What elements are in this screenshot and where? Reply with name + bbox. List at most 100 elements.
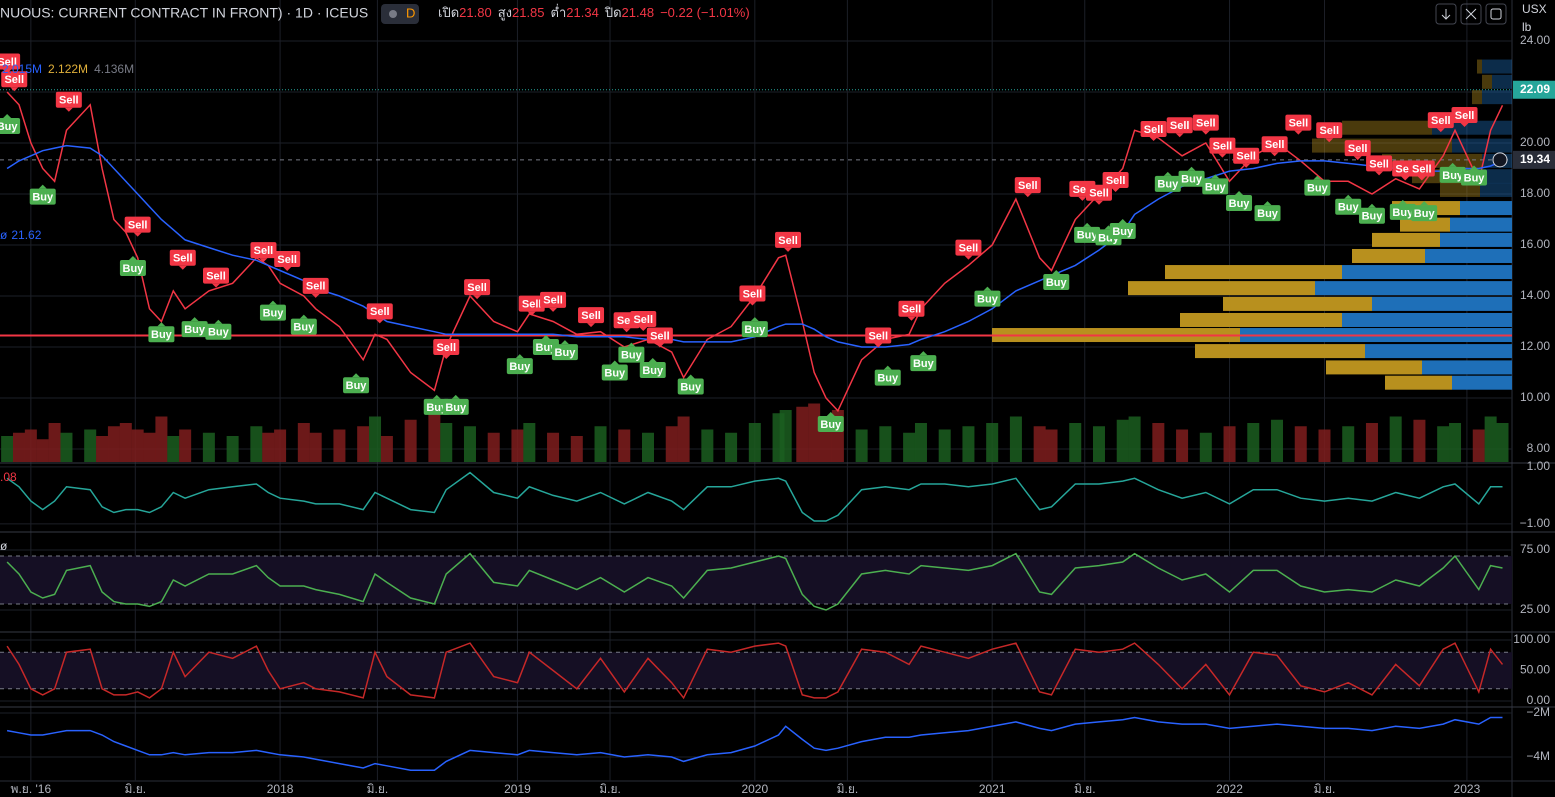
signal-marker [1233, 147, 1260, 164]
signal-label: Buy [680, 381, 702, 393]
signal-marker [1192, 114, 1219, 131]
signal-pointer [587, 323, 596, 328]
signal-pointer [655, 343, 664, 348]
signal-marker [1254, 205, 1281, 222]
price-badge-label: 19.34 [1520, 152, 1550, 166]
level-band [0, 556, 1512, 605]
ohlc-value: 21.48 [622, 5, 655, 20]
signal-pointer [38, 184, 47, 189]
profile-up [1315, 281, 1512, 296]
ohlc-value: 21.85 [512, 5, 545, 20]
volume-bar [250, 426, 263, 462]
volume-bar [1365, 423, 1378, 462]
signal-label: Sell [206, 271, 226, 283]
signal-label: Buy [445, 402, 467, 414]
volume-bar [594, 426, 607, 462]
legend: 2.015M 2.122M 4.136M [2, 62, 134, 76]
profile-down [1352, 248, 1425, 263]
signal-marker [302, 277, 329, 294]
signal-pointer [622, 328, 631, 333]
series-line [6, 144, 1503, 348]
signal-pointer [1083, 222, 1092, 227]
x-tick-label: มิ.ย. [124, 782, 146, 796]
signal-marker [1427, 112, 1454, 129]
series-line [6, 642, 1504, 700]
signal-marker [250, 242, 277, 259]
profile-down [1385, 375, 1452, 390]
signal-pointer [1118, 219, 1127, 223]
profile-up [1440, 232, 1512, 247]
legend-entry: 4.136M [94, 62, 134, 76]
volume-bar [1033, 426, 1046, 462]
volume-bar [1092, 426, 1105, 462]
signal-pointer [560, 340, 569, 345]
volume-bar [1176, 429, 1189, 462]
signal-pointer [64, 107, 73, 112]
x-tick-label: 2022 [1216, 782, 1243, 796]
volume-bar [1472, 429, 1485, 462]
signal-marker [1335, 198, 1362, 215]
volume-bar [1484, 416, 1497, 462]
button[interactable] [1485, 3, 1507, 25]
signal-pointer [311, 293, 320, 298]
volume-bar [1496, 423, 1509, 462]
signal-label: Buy [1392, 207, 1414, 219]
volume-bar [1413, 419, 1426, 462]
profile-up [1342, 312, 1512, 327]
signal-pointer [1023, 193, 1032, 198]
signal-label: Buy [151, 329, 173, 341]
volume-bar [143, 432, 156, 462]
price-badge [1513, 80, 1555, 99]
signal-label: Buy [0, 121, 18, 133]
y-tick-label: 75.00 [1520, 542, 1550, 556]
button[interactable] [1460, 3, 1482, 25]
profile-up [1342, 265, 1512, 280]
volume-bar [24, 429, 37, 462]
profile-down [1482, 74, 1492, 89]
signal-label: Sell [0, 56, 17, 68]
y-tick-label: 20.00 [1520, 135, 1550, 149]
signal-marker [169, 249, 196, 266]
signal-label: Sell [543, 295, 563, 307]
legend-entry: 2.015M [2, 62, 42, 76]
signal-marker [1209, 137, 1236, 154]
level-band [0, 652, 1512, 689]
y-tick-label: 1.00 [1527, 459, 1551, 473]
volume-bar [879, 426, 892, 462]
volume-bar [677, 416, 690, 462]
price-badge-label: 22.09 [1520, 82, 1550, 96]
signal-pointer [1294, 130, 1303, 135]
signal-label: Buy [1046, 277, 1068, 289]
y-tick-label: 8.00 [1527, 441, 1551, 455]
volume-bar [618, 429, 631, 462]
ohlc-label: สูง [498, 5, 512, 21]
signal-label: Buy [977, 293, 999, 305]
x-tick-label: มิ.ย. [599, 782, 621, 796]
signal-label: Buy [1338, 202, 1360, 214]
profile-down [1223, 296, 1372, 311]
crosshair-button[interactable] [1492, 152, 1508, 168]
button[interactable] [1435, 3, 1457, 25]
signal-pointer [3, 113, 12, 118]
signal-label: Buy [877, 373, 899, 385]
x-tick-label: 2021 [979, 782, 1006, 796]
series-line [6, 91, 1504, 413]
signal-pointer [541, 335, 550, 340]
profile-down [1128, 281, 1315, 296]
signal-marker [442, 398, 469, 415]
volume-bar [1223, 426, 1236, 462]
profile-up [1452, 138, 1512, 153]
price-pane: SellSellSellSellSellSellSellSellSellSell… [0, 53, 1512, 462]
signal-label: Sell [522, 299, 542, 311]
signal-label: Sell [277, 254, 297, 266]
volume-bar [748, 423, 761, 462]
ohlc: เปิด21.80 สูง21.85 ต่ำ21.34 ปิด21.48 −0.22 (… [438, 4, 750, 21]
signal-label: Buy [1442, 170, 1464, 182]
x-tick-label: 2020 [741, 782, 768, 796]
signal-label: Buy [1205, 181, 1227, 193]
x-tick-label: พ.ย. '16 [11, 782, 52, 796]
signal-marker [601, 364, 628, 381]
signal-pointer [686, 374, 695, 379]
badge-bg[interactable] [381, 4, 419, 24]
signal-pointer [1242, 163, 1251, 168]
